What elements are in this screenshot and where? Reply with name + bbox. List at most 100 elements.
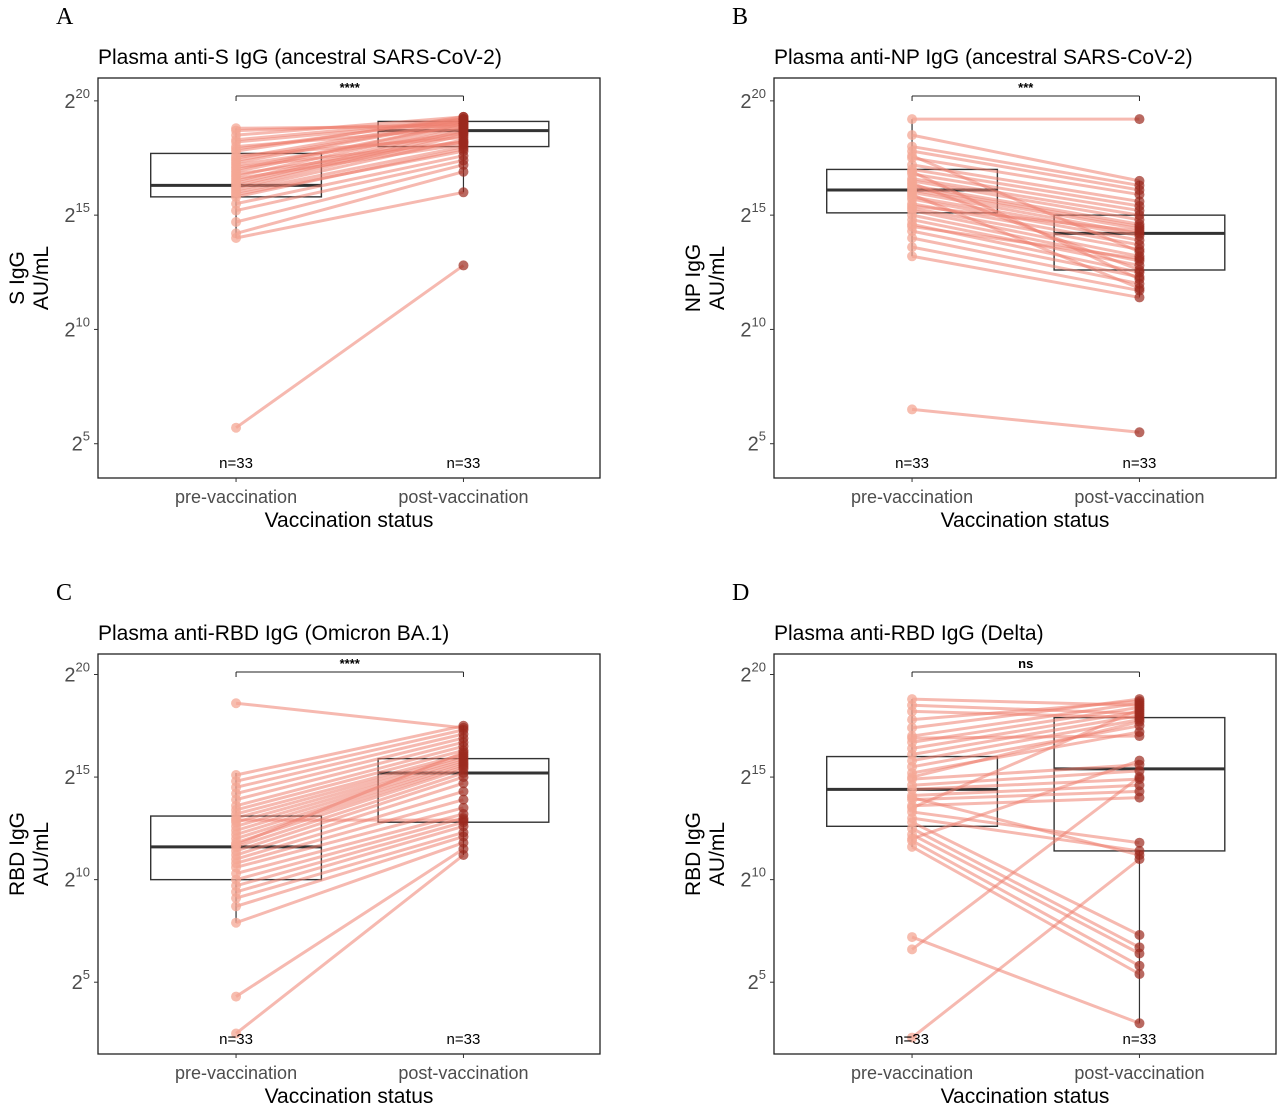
pair-line [911, 714, 1140, 756]
pre-point [231, 901, 242, 912]
y-tick-exponent: 5 [83, 967, 90, 982]
post-point [1134, 837, 1145, 848]
pre-point [231, 815, 242, 826]
pre-point [907, 159, 918, 170]
pair-line [235, 736, 464, 795]
n-label: n=33 [219, 455, 253, 472]
pair-line [235, 131, 464, 167]
pair-line [911, 229, 1140, 279]
pair-line [911, 177, 1140, 217]
pair-line [235, 732, 464, 789]
y-tick-label: 215 [64, 762, 90, 789]
pair-line [911, 839, 1141, 968]
pre-point [907, 201, 918, 211]
x-axis-label: Vaccination status [265, 509, 434, 532]
post-point [1134, 427, 1145, 438]
post-point [1134, 274, 1145, 285]
pair-line [235, 775, 464, 853]
pair-line [235, 831, 464, 900]
pair-line [911, 236, 1140, 286]
x-tick-label: pre-vaccination [851, 1063, 973, 1083]
post-point [458, 802, 469, 813]
panel-letter: B [732, 4, 748, 30]
pair-line [911, 156, 1140, 197]
post-point [1134, 731, 1145, 742]
post-point [1134, 226, 1145, 237]
pair-line [911, 777, 1140, 791]
pair-line [911, 145, 1140, 187]
y-tick-base: 2 [748, 972, 759, 994]
x-tick-label: pre-vaccination [175, 487, 297, 507]
post-point [1134, 774, 1145, 785]
pair-line [235, 765, 464, 841]
pre-point [907, 802, 918, 813]
y-axis-label-line2: AU/mL [706, 822, 729, 886]
y-axis-label-line2: AU/mL [30, 822, 53, 886]
pre-point [231, 198, 242, 209]
pre-point [907, 1032, 918, 1043]
post-point [1134, 960, 1145, 971]
pair-line [235, 163, 464, 224]
y-tick-label: 215 [740, 200, 766, 227]
x-tick-label: pre-vaccination [175, 1063, 297, 1083]
post-point [458, 187, 469, 198]
pair-line [911, 179, 1140, 222]
pre-point [231, 770, 242, 781]
post-point [458, 123, 469, 134]
significance-label: **** [340, 656, 361, 671]
post-point [1134, 716, 1145, 727]
post-point [458, 747, 469, 758]
post-point [458, 794, 469, 805]
pre-point [231, 991, 242, 1002]
post-point [1134, 283, 1145, 294]
pair-line [911, 783, 1140, 798]
pair-line [235, 728, 464, 783]
post-point [1134, 704, 1145, 715]
pre-point [907, 233, 918, 243]
y-tick-base: 2 [748, 434, 759, 456]
post-point [458, 114, 469, 125]
y-tick-base: 2 [72, 434, 83, 456]
plot-frame [97, 77, 601, 479]
y-tick-exponent: 20 [76, 660, 90, 675]
y-tick-exponent: 5 [759, 429, 766, 444]
post-point [458, 786, 469, 797]
pair-line [911, 820, 1141, 937]
y-tick-exponent: 10 [752, 865, 766, 880]
panel-title: Plasma anti-S IgG (ancestral SARS-CoV-2) [98, 46, 502, 69]
y-tick-label: 210 [740, 865, 766, 892]
pre-point [907, 141, 918, 152]
pair-line [235, 751, 465, 847]
pair-line [235, 119, 464, 162]
x-tick-label: pre-vaccination [851, 487, 973, 507]
pre-point [907, 178, 918, 189]
pair-line [911, 181, 1140, 272]
y-axis-label-line1: NP IgG [682, 244, 705, 312]
y-tick-base: 2 [740, 91, 751, 113]
pair-line [235, 806, 464, 869]
n-label: n=33 [1123, 1031, 1157, 1048]
y-axis-label-line2: AU/mL [706, 246, 729, 310]
y-tick-base: 2 [740, 870, 751, 892]
pair-line [911, 857, 1141, 1039]
plot-frame [773, 77, 1277, 479]
pair-line [236, 124, 464, 130]
pair-line [911, 186, 1140, 229]
pre-point [907, 130, 918, 141]
pair-line [235, 701, 464, 730]
y-tick-base: 2 [64, 870, 75, 892]
x-tick-label: post-vaccination [398, 487, 528, 507]
pre-point [907, 694, 918, 705]
y-axis-label-line1: S IgG [6, 251, 29, 305]
pre-point [231, 189, 242, 200]
x-axis-label: Vaccination status [941, 1085, 1110, 1106]
pair-line [911, 701, 1140, 738]
pair-line [235, 140, 464, 176]
pre-point [907, 714, 918, 725]
significance-label: **** [340, 80, 361, 95]
panel-a: A Plasma anti-S IgG (ancestral SARS-CoV-2… [6, 4, 601, 532]
pair-line [235, 744, 464, 808]
pair-line [911, 245, 1140, 293]
pair-line [235, 820, 464, 888]
plot-frame [773, 653, 1277, 1055]
